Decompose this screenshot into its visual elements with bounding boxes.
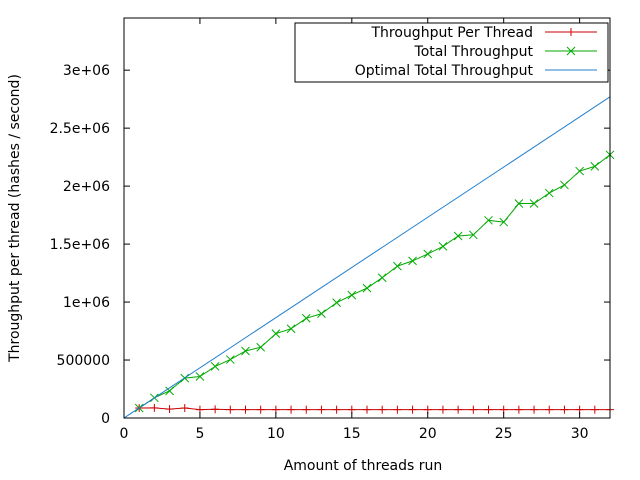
series-2-point (408, 256, 417, 266)
series-2-point (286, 324, 296, 334)
series-2-point (332, 298, 341, 307)
series-2-point (484, 215, 493, 225)
y-tick-label: 0 (101, 411, 110, 427)
x-axis: 0 5 10 15 20 25 30 (120, 18, 589, 442)
x-tick-label: 30 (571, 426, 589, 442)
series-2-point (347, 290, 357, 300)
x-axis-title: Amount of threads run (284, 458, 443, 474)
y-tick-label: 2.5e+06 (50, 121, 111, 137)
series-2-point (499, 217, 509, 227)
series-2 (134, 150, 615, 413)
plot-frame (123, 17, 611, 419)
legend: Throughput Per Thread Total Throughput Opt… (294, 22, 609, 83)
series-2-point (438, 242, 448, 251)
series-2-point (377, 273, 387, 283)
x-tick-label: 5 (195, 426, 204, 442)
series-2-point (256, 342, 266, 352)
plot-marks (123, 96, 615, 419)
series-2-point (241, 346, 250, 356)
legend-box (294, 22, 609, 83)
series-2-point (544, 188, 554, 198)
series-2-point (195, 372, 205, 381)
x-tick-label: 15 (343, 426, 361, 442)
series-2-point (317, 309, 326, 319)
series-2-point (165, 386, 174, 396)
series-2-point (560, 180, 569, 190)
legend-label: Throughput Per Thread (371, 25, 534, 41)
series-1 (135, 403, 614, 414)
y-tick-label: 1.5e+06 (50, 237, 111, 253)
series-2-point (529, 199, 539, 208)
series-2-point (590, 162, 600, 171)
y-tick-label: 3e+06 (63, 63, 110, 79)
y-axis: 0 500000 1e+06 1.5e+06 2e+06 2.5e+06 3e+06 (50, 63, 610, 427)
series-2-point (362, 283, 372, 293)
series-2-point (301, 313, 311, 323)
series-2-point (468, 230, 478, 240)
series-1-line (139, 407, 610, 411)
y-tick-label: 2e+06 (63, 179, 110, 195)
series-2-point (514, 199, 524, 208)
y-tick-label: 500000 (57, 353, 110, 369)
x-tick-label: 25 (495, 426, 513, 442)
series-2-point (271, 329, 281, 338)
series-2-line (138, 154, 611, 409)
series-2-point (225, 355, 235, 364)
series-3-line (123, 96, 611, 419)
x-tick-label: 20 (419, 426, 437, 442)
series-2-point (423, 249, 433, 259)
y-axis-title: Throughput per thread (hashes / second) (7, 74, 23, 363)
y-tick-label: 1e+06 (63, 295, 110, 311)
x-tick-label: 10 (267, 426, 285, 442)
series-2-point (453, 231, 463, 241)
x-tick-label: 0 (120, 426, 129, 442)
legend-label: Optimal Total Throughput (355, 63, 534, 79)
series-3 (123, 96, 611, 419)
series-2-point (210, 362, 220, 371)
legend-label: Total Throughput (414, 44, 534, 60)
series-2-point (575, 166, 584, 176)
legend-marker (566, 46, 576, 56)
series-2-point (393, 261, 402, 271)
